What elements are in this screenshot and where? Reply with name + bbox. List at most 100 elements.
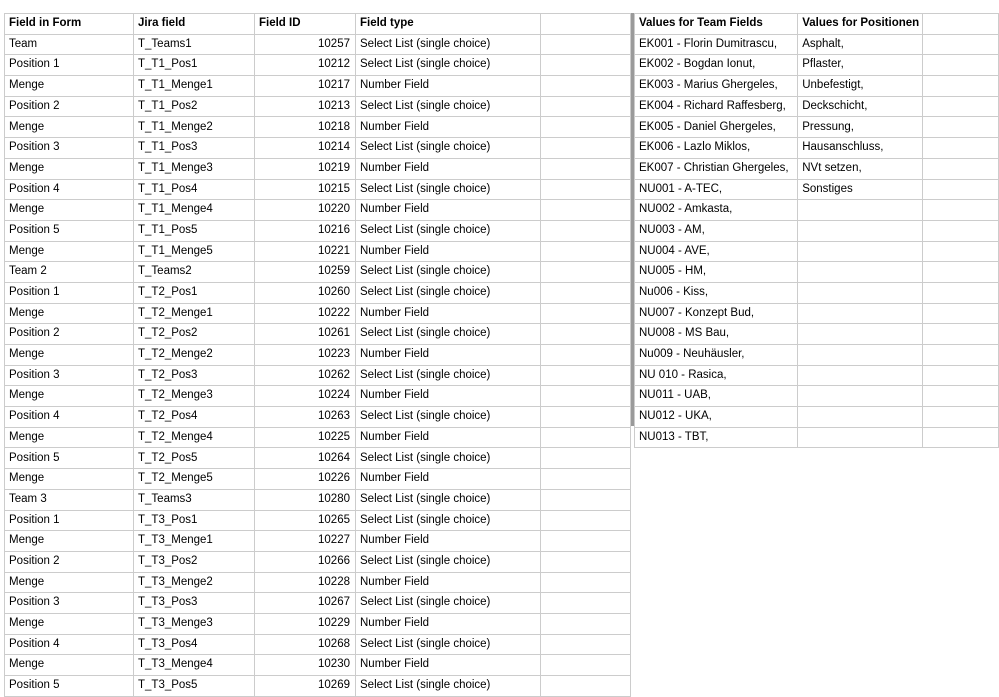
cell-field-in-form[interactable]: Menge bbox=[4, 426, 134, 449]
cell-team-value[interactable]: NU007 - Konzept Bud, bbox=[633, 302, 799, 325]
cell-jira-field[interactable]: T_T3_Pos4 bbox=[133, 633, 255, 656]
cell-spacer[interactable] bbox=[540, 426, 631, 449]
column-header-values-for-positionen[interactable]: Values for Positionen bbox=[797, 13, 924, 35]
cell-team-value[interactable]: EK003 - Marius Ghergeles, bbox=[633, 75, 799, 97]
cell-field-id[interactable]: 10212 bbox=[254, 54, 356, 77]
cell-spacer[interactable] bbox=[540, 385, 631, 408]
cell-field-in-form[interactable]: Menge bbox=[4, 157, 134, 180]
column-header-spacer[interactable] bbox=[540, 13, 631, 35]
cell-spacer[interactable] bbox=[540, 592, 631, 614]
cell-spacer[interactable] bbox=[922, 178, 999, 201]
cell-field-type[interactable]: Number Field bbox=[355, 199, 541, 221]
cell-field-in-form[interactable]: Team 3 bbox=[4, 488, 134, 511]
cell-field-id[interactable]: 10223 bbox=[254, 344, 356, 366]
cell-position-value[interactable] bbox=[797, 219, 924, 242]
cell-field-in-form[interactable]: Position 5 bbox=[4, 219, 134, 242]
cell-spacer[interactable] bbox=[540, 116, 631, 139]
cell-field-type[interactable]: Select List (single choice) bbox=[355, 633, 541, 656]
cell-field-type[interactable]: Number Field bbox=[355, 571, 541, 594]
cell-team-value[interactable]: NU003 - AM, bbox=[633, 219, 799, 242]
cell-spacer[interactable] bbox=[922, 364, 999, 387]
cell-field-type[interactable]: Number Field bbox=[355, 240, 541, 263]
cell-field-in-form[interactable]: Position 1 bbox=[4, 509, 134, 532]
cell-field-in-form[interactable]: Menge bbox=[4, 571, 134, 594]
cell-field-type[interactable]: Select List (single choice) bbox=[355, 95, 541, 118]
cell-position-value[interactable] bbox=[797, 240, 924, 263]
cell-field-in-form[interactable]: Position 4 bbox=[4, 633, 134, 656]
cell-spacer[interactable] bbox=[540, 75, 631, 97]
cell-jira-field[interactable]: T_T2_Pos2 bbox=[133, 323, 255, 345]
cell-spacer[interactable] bbox=[922, 385, 999, 408]
cell-field-in-form[interactable]: Position 4 bbox=[4, 406, 134, 428]
cell-spacer[interactable] bbox=[922, 406, 999, 428]
cell-field-type[interactable]: Select List (single choice) bbox=[355, 447, 541, 470]
cell-field-type[interactable]: Select List (single choice) bbox=[355, 509, 541, 532]
cell-spacer[interactable] bbox=[922, 199, 999, 221]
cell-team-value[interactable]: EK001 - Florin Dumitrascu, bbox=[633, 33, 799, 56]
cell-field-in-form[interactable]: Position 3 bbox=[4, 592, 134, 614]
cell-field-in-form[interactable]: Position 1 bbox=[4, 281, 134, 304]
cell-spacer[interactable] bbox=[540, 447, 631, 470]
cell-team-value[interactable]: NU001 - A-TEC, bbox=[633, 178, 799, 201]
cell-spacer[interactable] bbox=[540, 633, 631, 656]
cell-field-in-form[interactable]: Menge bbox=[4, 385, 134, 408]
cell-field-id[interactable]: 10269 bbox=[254, 675, 356, 697]
cell-spacer[interactable] bbox=[922, 240, 999, 263]
cell-jira-field[interactable]: T_T3_Menge3 bbox=[133, 612, 255, 635]
cell-spacer[interactable] bbox=[540, 612, 631, 635]
cell-jira-field[interactable]: T_Teams2 bbox=[133, 261, 255, 283]
cell-field-id[interactable]: 10222 bbox=[254, 302, 356, 325]
cell-spacer[interactable] bbox=[922, 261, 999, 283]
cell-field-id[interactable]: 10259 bbox=[254, 261, 356, 283]
cell-field-type[interactable]: Number Field bbox=[355, 426, 541, 449]
cell-field-type[interactable]: Select List (single choice) bbox=[355, 323, 541, 345]
cell-position-value[interactable] bbox=[797, 199, 924, 221]
cell-field-id[interactable]: 10217 bbox=[254, 75, 356, 97]
cell-field-type[interactable]: Select List (single choice) bbox=[355, 261, 541, 283]
cell-team-value[interactable]: EK005 - Daniel Ghergeles, bbox=[633, 116, 799, 139]
cell-field-in-form[interactable]: Team bbox=[4, 33, 134, 56]
cell-field-in-form[interactable]: Position 5 bbox=[4, 675, 134, 697]
cell-position-value[interactable] bbox=[797, 364, 924, 387]
cell-jira-field[interactable]: T_T1_Menge5 bbox=[133, 240, 255, 263]
cell-spacer[interactable] bbox=[540, 571, 631, 594]
cell-spacer[interactable] bbox=[540, 261, 631, 283]
cell-field-in-form[interactable]: Team 2 bbox=[4, 261, 134, 283]
cell-spacer[interactable] bbox=[540, 54, 631, 77]
cell-team-value[interactable]: NU005 - HM, bbox=[633, 261, 799, 283]
cell-field-type[interactable]: Select List (single choice) bbox=[355, 675, 541, 697]
cell-team-value[interactable]: NU 010 - Rasica, bbox=[633, 364, 799, 387]
cell-spacer[interactable] bbox=[922, 75, 999, 97]
cell-spacer[interactable] bbox=[922, 157, 999, 180]
cell-field-id[interactable]: 10224 bbox=[254, 385, 356, 408]
cell-jira-field[interactable]: T_T2_Menge5 bbox=[133, 468, 255, 490]
cell-spacer[interactable] bbox=[540, 344, 631, 366]
cell-spacer[interactable] bbox=[540, 509, 631, 532]
cell-field-in-form[interactable]: Position 2 bbox=[4, 95, 134, 118]
cell-field-id[interactable]: 10218 bbox=[254, 116, 356, 139]
column-header-field-in-form[interactable]: Field in Form bbox=[4, 13, 134, 35]
cell-spacer[interactable] bbox=[540, 550, 631, 573]
cell-field-in-form[interactable]: Position 5 bbox=[4, 447, 134, 470]
cell-jira-field[interactable]: T_T2_Menge3 bbox=[133, 385, 255, 408]
cell-field-type[interactable]: Select List (single choice) bbox=[355, 33, 541, 56]
cell-team-value[interactable]: EK006 - Lazlo Miklos, bbox=[633, 137, 799, 159]
cell-field-in-form[interactable]: Menge bbox=[4, 344, 134, 366]
column-header-jira-field[interactable]: Jira field bbox=[133, 13, 255, 35]
cell-field-id[interactable]: 10219 bbox=[254, 157, 356, 180]
cell-spacer[interactable] bbox=[922, 95, 999, 118]
cell-team-value[interactable]: NU011 - UAB, bbox=[633, 385, 799, 408]
cell-field-id[interactable]: 10230 bbox=[254, 654, 356, 676]
cell-team-value[interactable]: NU008 - MS Bau, bbox=[633, 323, 799, 345]
cell-field-type[interactable]: Number Field bbox=[355, 468, 541, 490]
cell-position-value[interactable] bbox=[797, 385, 924, 408]
cell-field-id[interactable]: 10265 bbox=[254, 509, 356, 532]
cell-field-in-form[interactable]: Menge bbox=[4, 75, 134, 97]
cell-jira-field[interactable]: T_T2_Menge1 bbox=[133, 302, 255, 325]
cell-jira-field[interactable]: T_T2_Pos4 bbox=[133, 406, 255, 428]
cell-field-type[interactable]: Select List (single choice) bbox=[355, 406, 541, 428]
cell-field-in-form[interactable]: Position 4 bbox=[4, 178, 134, 201]
cell-jira-field[interactable]: T_T2_Menge2 bbox=[133, 344, 255, 366]
cell-spacer[interactable] bbox=[922, 54, 999, 77]
cell-jira-field[interactable]: T_T1_Menge2 bbox=[133, 116, 255, 139]
